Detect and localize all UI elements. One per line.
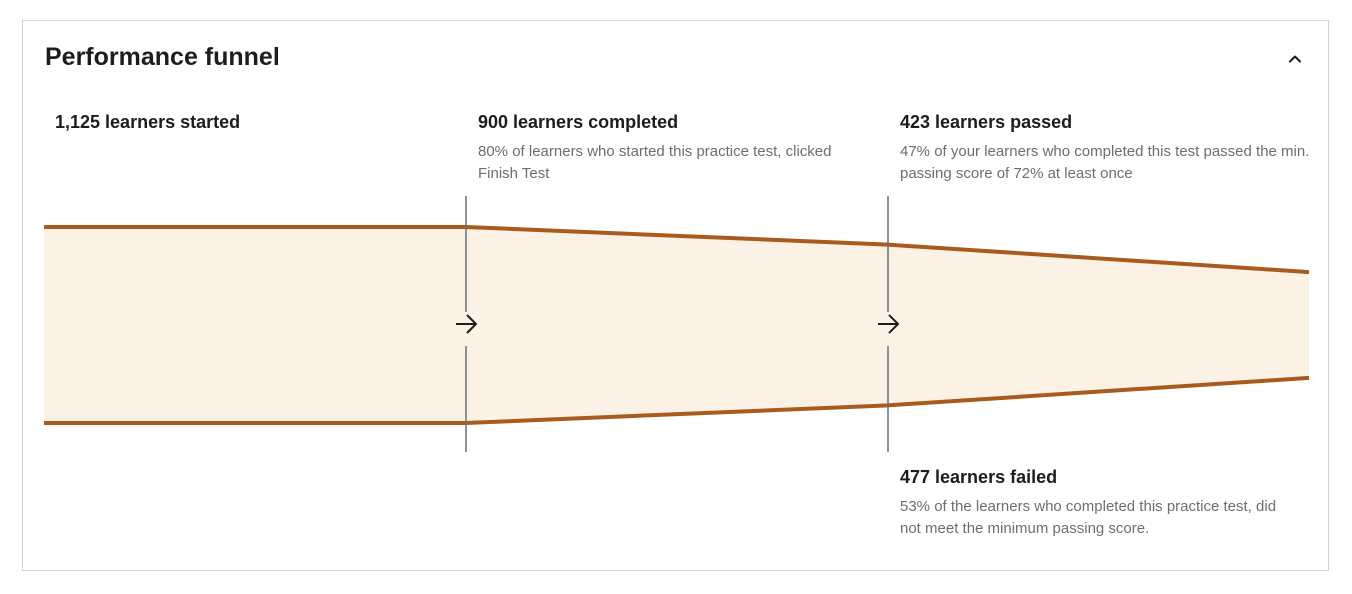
stage-passed: 423 learners passed 47% of your learners… (900, 111, 1310, 185)
stage-completed: 900 learners completed 80% of learners w… (478, 111, 858, 185)
stage-started: 1,125 learners started (55, 111, 435, 133)
stage-failed-description: 53% of the learners who completed this p… (900, 498, 1277, 537)
performance-funnel-card: Performance funnel 1,125 learners starte… (22, 20, 1329, 571)
card-title: Performance funnel (45, 43, 280, 71)
funnel-bottom-edge (44, 375, 1310, 425)
funnel-band (44, 227, 1309, 423)
chevron-up-icon (1289, 55, 1301, 63)
arrow-right-icon (456, 314, 477, 334)
stage-started-heading: 1,125 learners started (55, 112, 241, 132)
stage-failed: 477 learners failed 53% of the learners … (900, 466, 1280, 540)
funnel-top-edge (44, 225, 1310, 275)
stage-passed-heading: 423 learners passed (900, 112, 1073, 132)
stage-passed-description: 47% of your learners who completed this … (900, 143, 1310, 182)
collapse-button[interactable] (1281, 45, 1309, 73)
arrow-right-icon (878, 314, 899, 334)
stage-failed-heading: 477 learners failed (900, 467, 1058, 487)
stage-completed-heading: 900 learners completed (478, 112, 679, 132)
funnel-chart (44, 196, 1310, 452)
stage-completed-description: 80% of learners who started this practic… (478, 143, 832, 182)
